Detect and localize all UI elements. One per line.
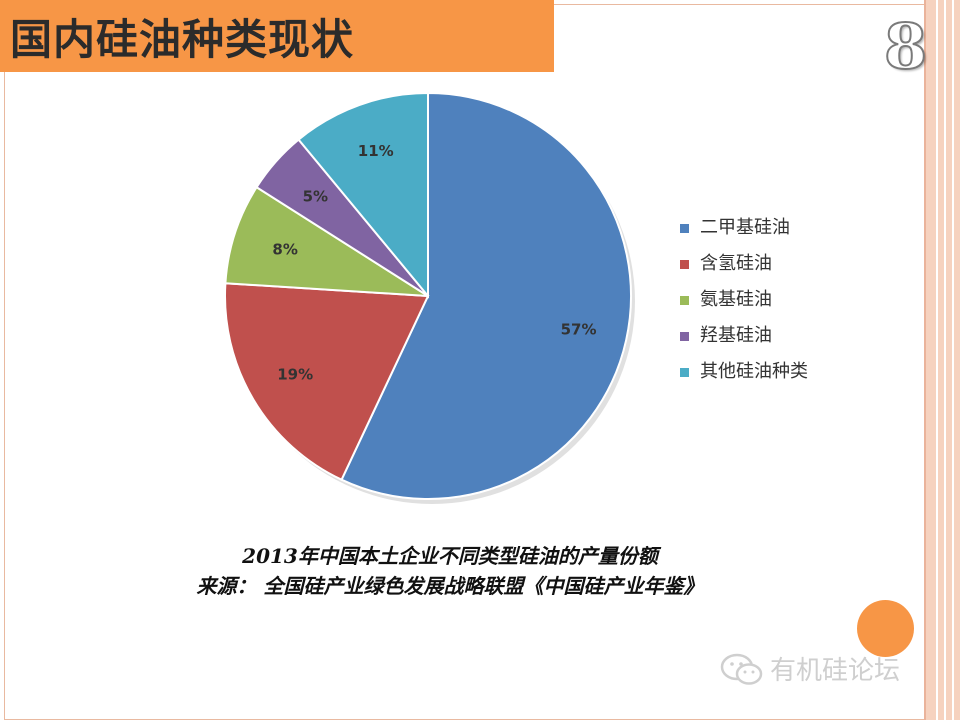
- data-label: 8%: [272, 241, 297, 259]
- pie-slice: [340, 91, 632, 500]
- slide-number: 8: [883, 9, 928, 84]
- legend-item: 羟基硅油: [680, 318, 808, 354]
- data-label: 11%: [358, 142, 394, 160]
- pie-slice: [297, 91, 429, 299]
- chart-legend: 二甲基硅油 含氢硅油 氨基硅油 羟基硅油 其他硅油种类: [680, 210, 808, 390]
- legend-label: 二甲基硅油: [700, 217, 790, 238]
- watermark-text: 有机硅论坛: [770, 656, 901, 686]
- decorative-circle: [857, 600, 914, 657]
- legend-swatch: [680, 296, 689, 305]
- legend-swatch: [680, 260, 689, 269]
- legend-item: 氨基硅油: [680, 282, 808, 318]
- legend-swatch: [680, 224, 689, 233]
- pie-slice: [224, 185, 429, 297]
- chart-caption: 2013年中国本土企业不同类型硅油的产量份额: [242, 544, 658, 568]
- source-caption: 来源： 全国硅产业绿色发展战略联盟《中国硅产业年鉴》: [196, 574, 704, 598]
- legend-label: 含氢硅油: [700, 253, 772, 274]
- legend-item: 含氢硅油: [680, 246, 808, 282]
- page-title: 国内硅油种类现状: [10, 15, 355, 64]
- legend-swatch: [680, 332, 689, 341]
- right-decorative-band: [924, 0, 960, 720]
- legend-label: 其他硅油种类: [700, 361, 808, 382]
- data-label: 5%: [303, 188, 328, 206]
- legend-item: 二甲基硅油: [680, 210, 808, 246]
- data-label: 57%: [561, 321, 597, 339]
- legend-item: 其他硅油种类: [680, 354, 808, 390]
- legend-label: 羟基硅油: [700, 325, 772, 346]
- data-label: 19%: [277, 366, 313, 384]
- legend-swatch: [680, 368, 689, 377]
- pie-slice: [224, 282, 430, 482]
- wechat-icon: [720, 653, 763, 685]
- legend-label: 氨基硅油: [700, 289, 772, 310]
- title-bar: 国内硅油种类现状: [0, 0, 554, 72]
